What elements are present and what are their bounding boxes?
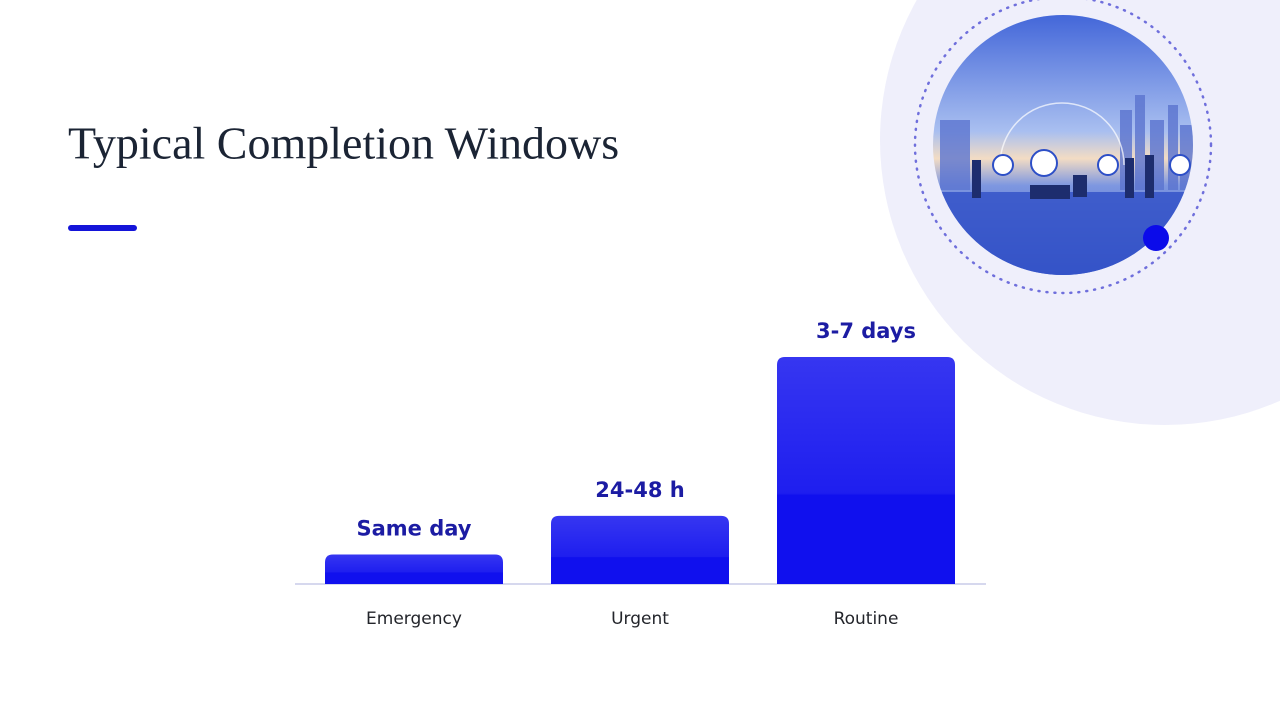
x-tick-label: Emergency	[366, 609, 462, 629]
bar-shine	[551, 515, 729, 584]
bar-shine	[325, 554, 503, 584]
x-tick-label: Urgent	[611, 609, 669, 629]
bar-label: Same day	[357, 516, 472, 540]
chart-title: Typical Completion Windows	[68, 118, 619, 169]
x-tick-label: Routine	[834, 609, 899, 629]
accent-dot	[1143, 225, 1169, 251]
dotted-ring	[913, 0, 1213, 295]
bar-label: 24-48 h	[595, 478, 684, 502]
bar-label: 3-7 days	[816, 319, 916, 343]
title-underline	[68, 225, 137, 231]
bar-shine	[777, 357, 955, 584]
plot: Same day Emergency 24-48 h Urgent 3-7 days Ro…	[325, 319, 955, 629]
